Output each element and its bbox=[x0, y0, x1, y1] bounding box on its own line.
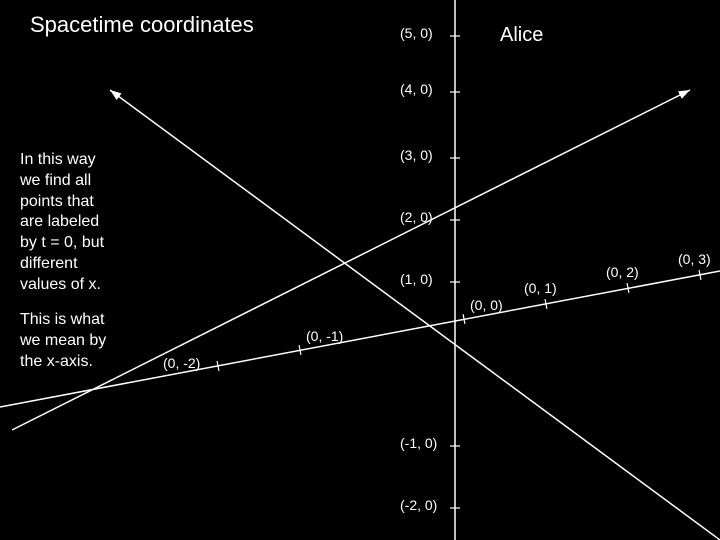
coord-label: (1, 0) bbox=[400, 271, 433, 287]
coord-label: (0, -1) bbox=[306, 328, 343, 344]
coord-label: (2, 0) bbox=[400, 209, 433, 225]
alice-label: Alice bbox=[500, 24, 543, 47]
coord-label: (0, -2) bbox=[163, 355, 200, 371]
paragraph-1: In this way we find all points that are … bbox=[20, 150, 104, 296]
coord-label: (0, 3) bbox=[678, 251, 711, 267]
coord-label: (-1, 0) bbox=[400, 435, 437, 451]
coord-label: (0, 2) bbox=[606, 264, 639, 280]
coord-label: (-2, 0) bbox=[400, 497, 437, 513]
paragraph-2: This is what we mean by the x-axis. bbox=[20, 310, 106, 372]
coord-label: (0, 1) bbox=[524, 280, 557, 296]
coord-label: (4, 0) bbox=[400, 81, 433, 97]
coord-label: (5, 0) bbox=[400, 25, 433, 41]
page-title: Spacetime coordinates bbox=[30, 12, 254, 38]
coord-label: (0, 0) bbox=[470, 297, 503, 313]
coord-label: (3, 0) bbox=[400, 147, 433, 163]
